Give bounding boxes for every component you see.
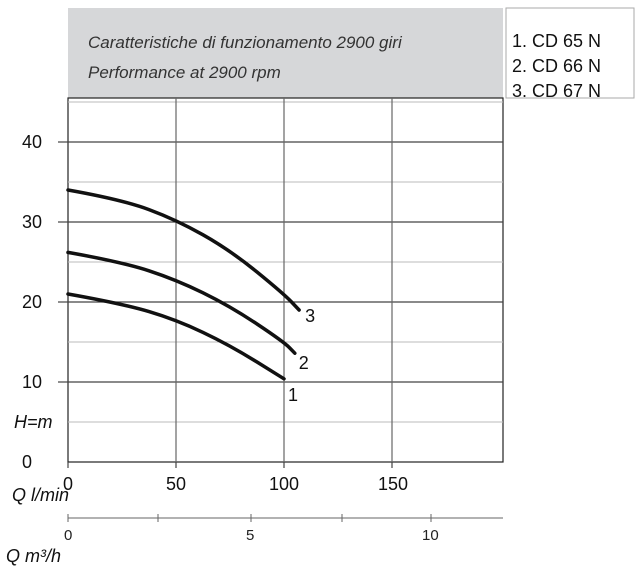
chart-header-band: [68, 8, 503, 98]
legend-box: [505, 7, 635, 99]
curve-label-3: 3: [305, 306, 315, 326]
performance-curves: 12 3: [66, 188, 315, 405]
curve-series-3: [66, 188, 301, 312]
curve-label-1: 1: [288, 385, 298, 405]
y-tick-label: 20: [22, 292, 42, 312]
y-tick-label: 30: [22, 212, 42, 232]
x2-tick-label: 0: [64, 527, 72, 544]
x-axis-label: Q l/min: [12, 485, 69, 505]
y-tick-label: 40: [22, 132, 42, 152]
x2-tick-label: 10: [422, 527, 439, 544]
x-tick-label: 150: [378, 474, 408, 494]
y-tick-label: 0: [22, 452, 32, 472]
chart-subtitle: Performance at 2900 rpm: [88, 63, 281, 82]
x-tick-label: 0: [63, 474, 73, 494]
legend-item-2: 2. CD 66 N: [512, 56, 601, 76]
grid-lines: [58, 98, 503, 468]
legend-item-3: 3. CD 67 N: [512, 81, 601, 101]
chart-title: Caratteristiche di funzionamento 2900 gi…: [88, 33, 403, 52]
curve-series-1: [66, 292, 286, 381]
legend-item-1: 1. CD 65 N: [512, 31, 601, 51]
y-axis-label: H=m: [14, 412, 53, 432]
x2-axis-label: Q m³/h: [6, 546, 61, 566]
curve-label-2: 2: [299, 353, 309, 373]
x-tick-label: 100: [269, 474, 299, 494]
curve-series-2: [66, 250, 297, 355]
x-tick-label: 50: [166, 474, 186, 494]
plot-area: [67, 97, 504, 463]
x2-tick-label: 5: [246, 527, 254, 544]
y-tick-label: 10: [22, 372, 42, 392]
